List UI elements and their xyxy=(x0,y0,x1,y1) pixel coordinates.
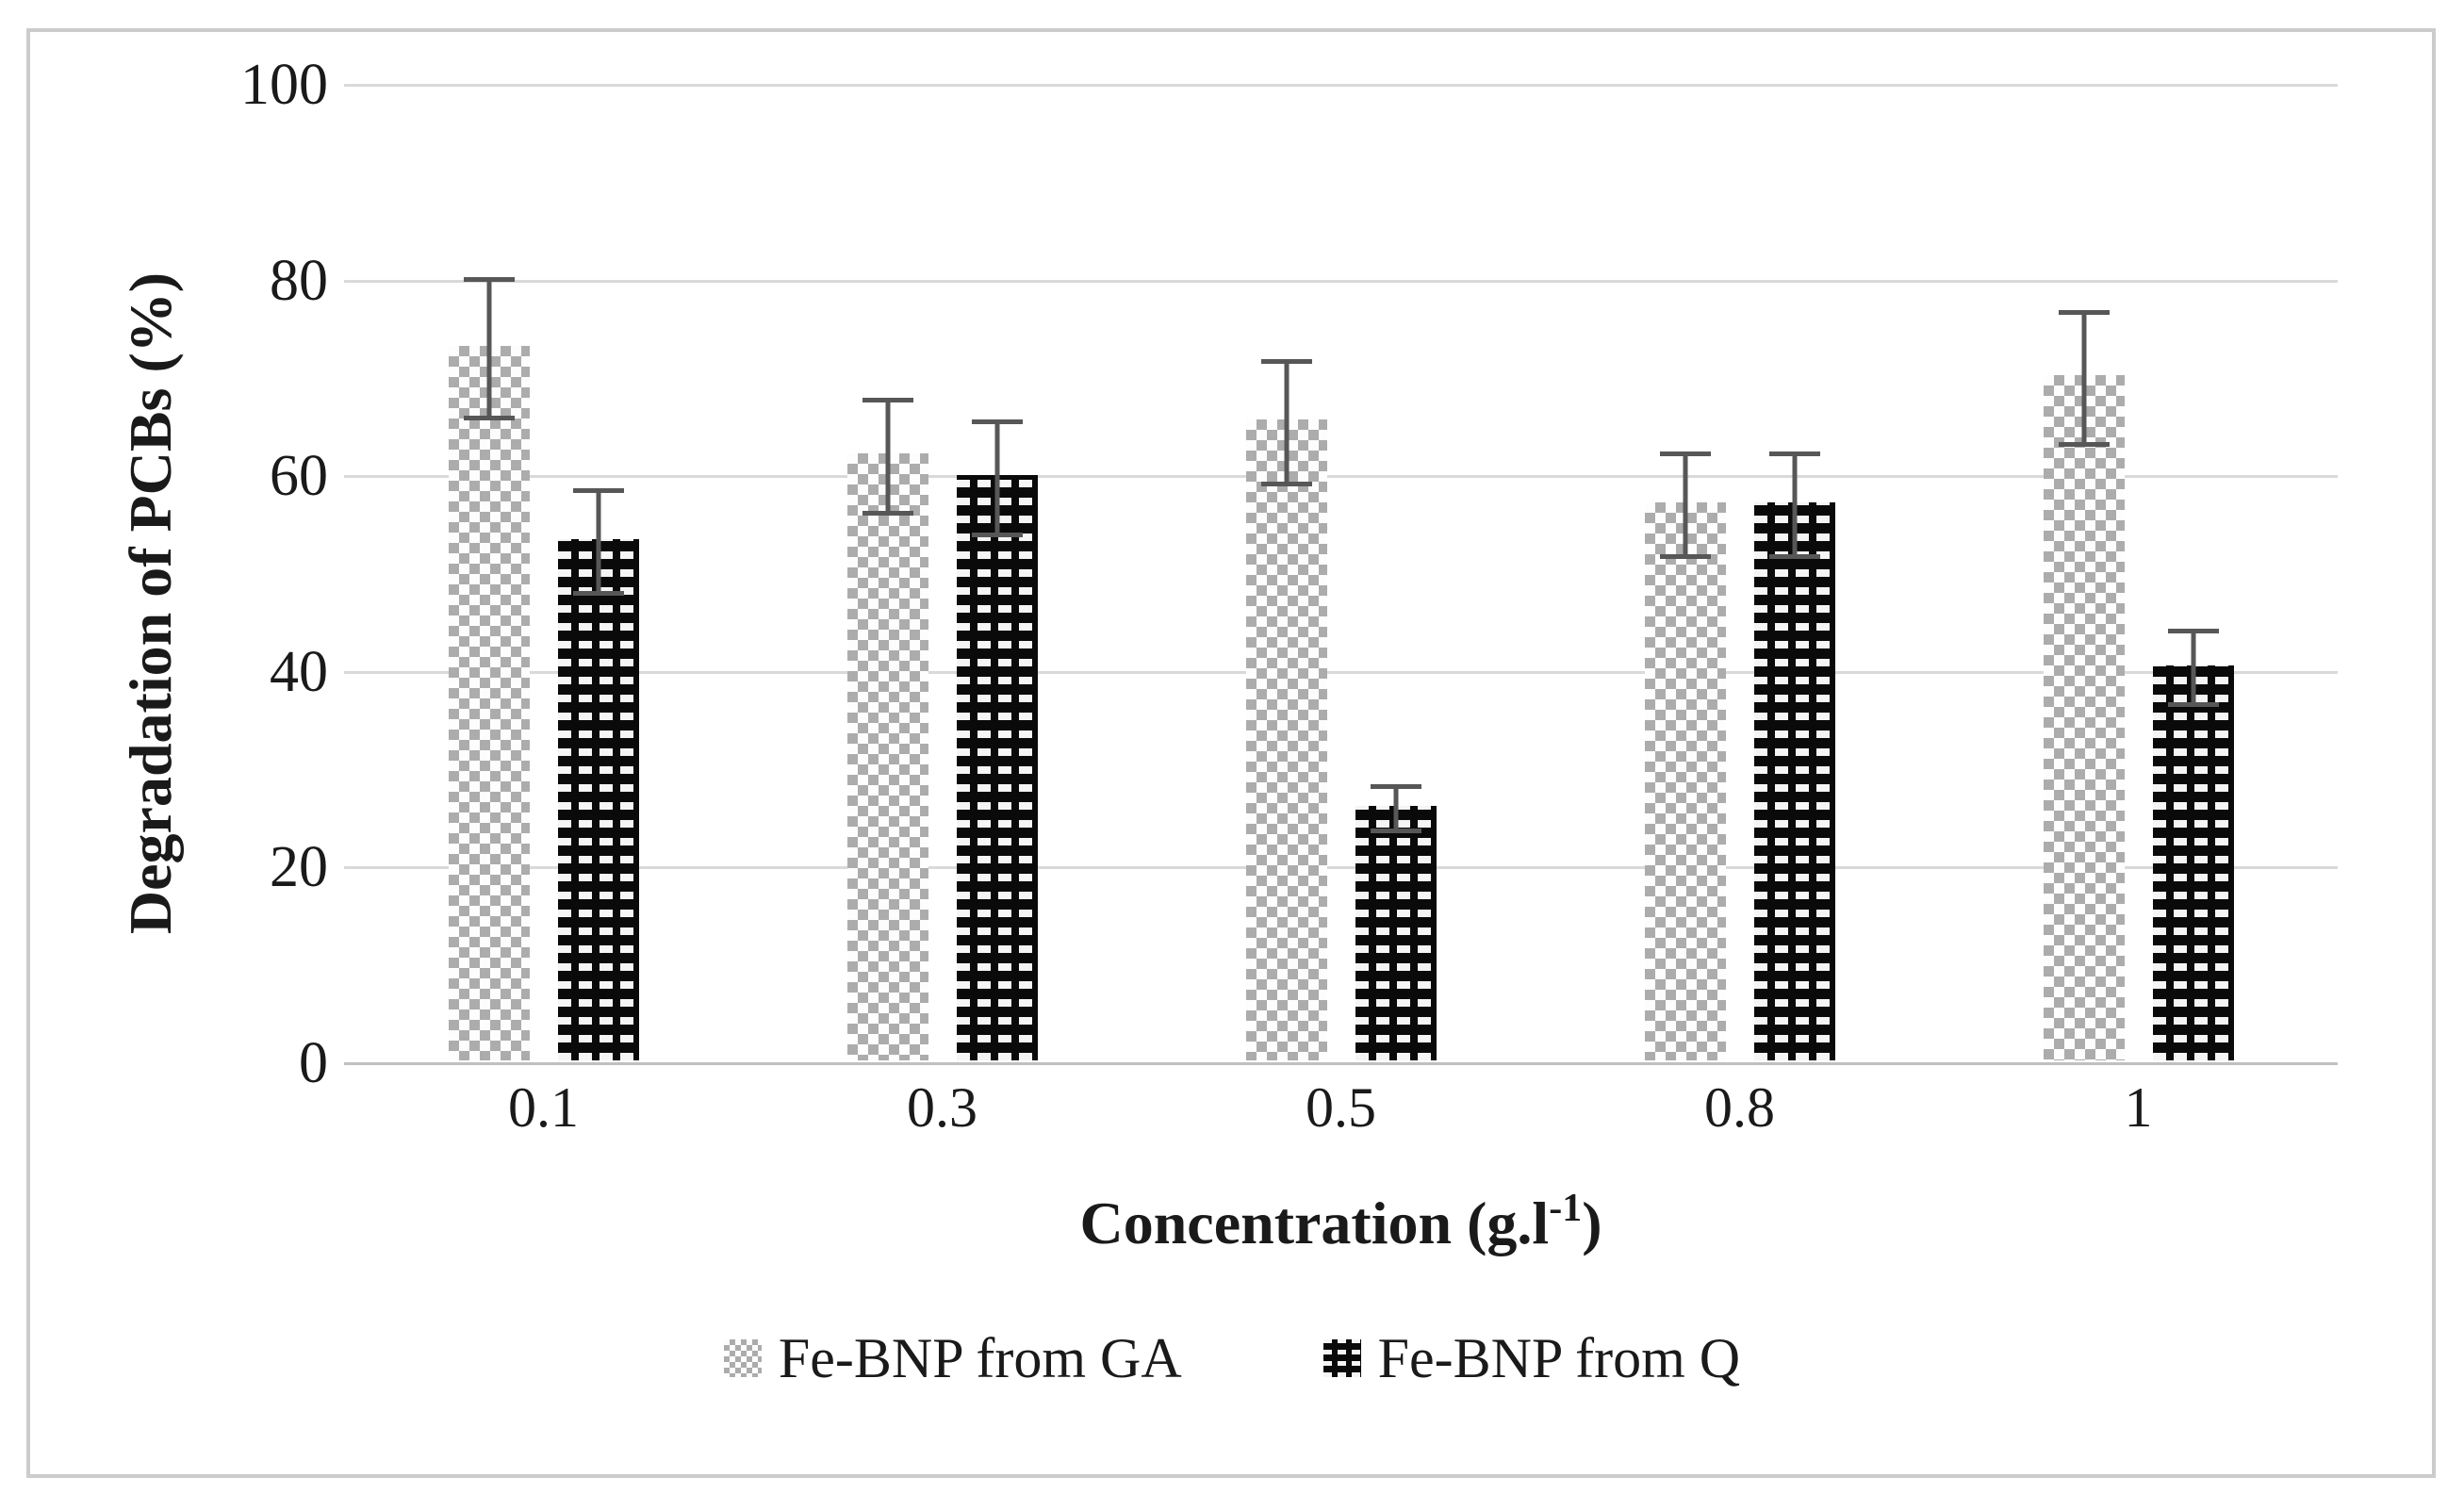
y-tick-label-80: 80 xyxy=(270,248,328,313)
legend-label-q: Fe-BNP from Q xyxy=(1377,1327,1741,1389)
figure-border-frame xyxy=(26,28,2436,1478)
error-bar-line xyxy=(1393,784,1398,834)
bar-fe-bnp-from-q-0.5 xyxy=(1355,806,1437,1060)
error-bar-line xyxy=(885,398,890,516)
error-bar-cap-top xyxy=(1659,451,1711,457)
error-bar-fe-bnp-from-q-1 xyxy=(2167,629,2219,708)
x-tick-label-1: 1 xyxy=(2124,1076,2153,1139)
error-bar-cap-top xyxy=(1768,451,1820,457)
legend-entry-ga: Fe-BNP from GA xyxy=(723,1327,1182,1389)
error-bar-cap-top xyxy=(463,277,515,283)
x-tick-label-0.8: 0.8 xyxy=(1704,1076,1775,1139)
gridline-40 xyxy=(344,670,2338,674)
error-bar-cap-bottom xyxy=(2167,702,2219,708)
error-bar-line xyxy=(2191,629,2195,708)
error-bar-cap-bottom xyxy=(862,510,913,516)
y-tick-label-40: 40 xyxy=(270,639,328,704)
error-bar-cap-bottom xyxy=(1659,554,1711,560)
y-tick-label-60: 60 xyxy=(270,444,328,509)
x-axis-title-close-paren: ) xyxy=(1582,1190,1602,1256)
y-tick-label-100: 100 xyxy=(240,53,328,117)
legend-swatch-ga-pattern xyxy=(723,1339,762,1377)
y-axis-title: Degradation of PCBs (%) xyxy=(117,271,184,935)
error-bar-cap-top xyxy=(1260,358,1312,364)
error-bar-cap-top xyxy=(1370,784,1421,790)
legend: Fe-BNP from GA Fe-BNP from Q xyxy=(0,1327,2464,1389)
bar-fe-bnp-from-ga-0.8 xyxy=(1644,502,1726,1060)
x-tick-label-0.5: 0.5 xyxy=(1306,1076,1376,1139)
legend-swatch-q-pattern xyxy=(1322,1339,1361,1377)
error-bar-cap-top xyxy=(862,398,913,403)
error-bar-fe-bnp-from-ga-0.1 xyxy=(463,277,515,421)
bar-fe-bnp-from-ga-1 xyxy=(2043,375,2125,1060)
bar-fe-bnp-from-q-0.1 xyxy=(557,538,639,1060)
x-axis-title-text: Concentration (g.l xyxy=(1079,1190,1550,1256)
error-bar-line xyxy=(596,487,600,596)
y-tick-label-20: 20 xyxy=(270,835,328,900)
legend-label-ga: Fe-BNP from GA xyxy=(778,1327,1182,1389)
error-bar-fe-bnp-from-ga-0.3 xyxy=(862,398,913,516)
error-bar-fe-bnp-from-q-0.8 xyxy=(1768,451,1820,560)
plot-area xyxy=(344,84,2338,1065)
error-bar-cap-bottom xyxy=(1768,554,1820,560)
legend-entry-q: Fe-BNP from Q xyxy=(1322,1327,1741,1389)
gridline-20 xyxy=(344,866,2338,870)
x-axis-line xyxy=(344,1062,2338,1065)
error-bar-cap-bottom xyxy=(1260,481,1312,486)
error-bar-cap-bottom xyxy=(463,416,515,421)
bar-fe-bnp-from-ga-0.3 xyxy=(846,453,928,1060)
gridline-100 xyxy=(344,84,2338,87)
error-bar-line xyxy=(1683,451,1687,560)
x-tick-label-0.3: 0.3 xyxy=(907,1076,977,1139)
error-bar-line xyxy=(1792,451,1797,560)
x-tick-label-0.1: 0.1 xyxy=(508,1076,579,1139)
error-bar-fe-bnp-from-q-0.5 xyxy=(1370,784,1421,834)
error-bar-cap-bottom xyxy=(1370,829,1421,834)
error-bar-line xyxy=(486,277,491,421)
error-bar-fe-bnp-from-q-0.3 xyxy=(971,419,1023,537)
x-axis-title-superscript: -1 xyxy=(1549,1187,1583,1230)
error-bar-fe-bnp-from-ga-0.8 xyxy=(1659,451,1711,560)
error-bar-cap-top xyxy=(2058,309,2110,315)
y-tick-label-0: 0 xyxy=(299,1031,328,1095)
bar-fe-bnp-from-q-0.3 xyxy=(956,475,1038,1060)
bar-fe-bnp-from-ga-0.1 xyxy=(448,346,530,1060)
error-bar-line xyxy=(1284,358,1289,486)
gridline-80 xyxy=(344,279,2338,283)
error-bar-cap-top xyxy=(2167,629,2219,634)
error-bar-cap-top xyxy=(572,487,624,493)
gridline-60 xyxy=(344,475,2338,479)
error-bar-cap-bottom xyxy=(572,590,624,596)
bar-fe-bnp-from-ga-0.5 xyxy=(1245,419,1327,1060)
bar-fe-bnp-from-q-1 xyxy=(2152,665,2234,1060)
error-bar-fe-bnp-from-ga-1 xyxy=(2058,309,2110,448)
error-bar-cap-bottom xyxy=(971,532,1023,537)
error-bar-cap-top xyxy=(971,419,1023,424)
bar-fe-bnp-from-q-0.8 xyxy=(1753,502,1835,1060)
error-bar-line xyxy=(2081,309,2086,448)
error-bar-fe-bnp-from-q-0.1 xyxy=(572,487,624,596)
x-axis-title: Concentration (g.l-1) xyxy=(344,1186,2338,1258)
error-bar-fe-bnp-from-ga-0.5 xyxy=(1260,358,1312,486)
error-bar-cap-bottom xyxy=(2058,442,2110,448)
error-bar-line xyxy=(994,419,999,537)
